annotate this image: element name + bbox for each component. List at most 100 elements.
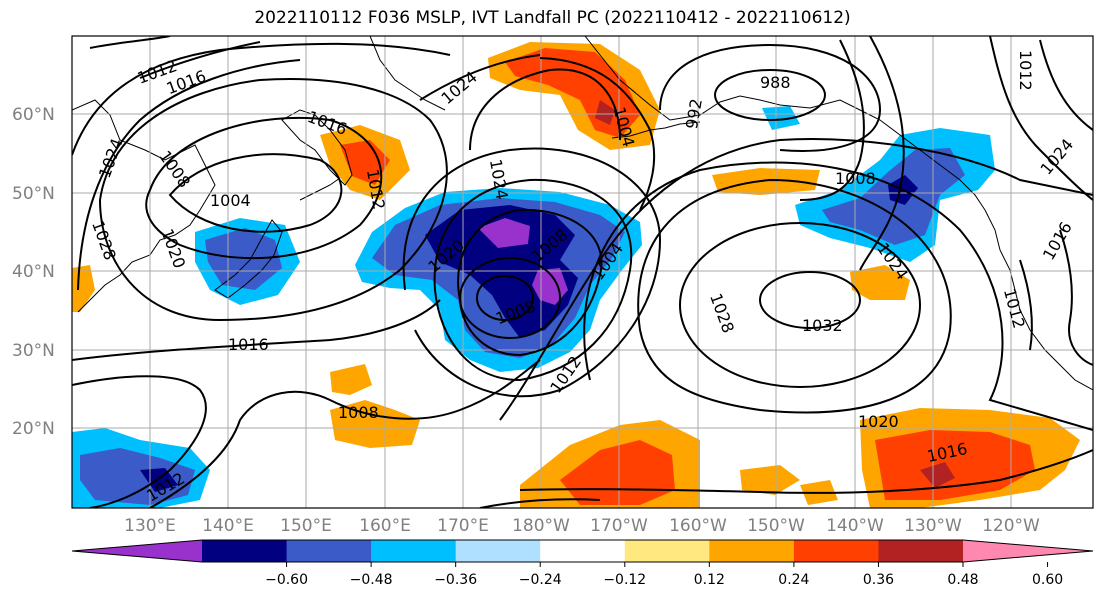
isobar-contour bbox=[499, 138, 1093, 421]
isobar-contour bbox=[77, 59, 301, 291]
colorbar-extend-high bbox=[963, 540, 1093, 562]
colorbar-extend-low bbox=[72, 540, 202, 562]
isobar-contour bbox=[1039, 39, 1093, 131]
isobar-contour bbox=[433, 178, 633, 382]
isobar-contour bbox=[145, 116, 383, 260]
ivt-field-negative bbox=[762, 106, 800, 130]
isobar-contour bbox=[479, 498, 601, 508]
colorbar-tick-label: −0.48 bbox=[350, 572, 393, 588]
map-panel bbox=[72, 36, 1093, 508]
isobar-contour bbox=[519, 449, 1093, 494]
colorbar-segment bbox=[540, 540, 626, 562]
colorbar-segment bbox=[455, 540, 541, 562]
isobar-contour bbox=[679, 222, 921, 388]
colorbar-segment bbox=[624, 540, 710, 562]
lon-label: 120°W bbox=[982, 516, 1040, 536]
lat-label: 20°N bbox=[12, 419, 55, 439]
ivt-field-positive bbox=[595, 100, 615, 125]
isobar-contour bbox=[1059, 229, 1093, 366]
colorbar-segment bbox=[793, 540, 879, 562]
lon-label: 170°E bbox=[437, 516, 489, 536]
colorbar-tick-label: 0.24 bbox=[778, 572, 809, 588]
isobar-contour bbox=[72, 42, 451, 156]
lon-label: 150°W bbox=[747, 516, 805, 536]
longitude-labels: 130°E 140°E 150°E 160°E 170°E 180°W 170°… bbox=[124, 516, 1040, 536]
isobar-label: 1016 bbox=[228, 335, 269, 354]
lat-label: 60°N bbox=[12, 105, 55, 125]
colorbar: −0.60 −0.48 −0.36 −0.24 −0.12 0.12 0.24 0.36 0.4… bbox=[71, 539, 1094, 588]
colorbar-segment bbox=[202, 540, 288, 562]
ivt-field-positive bbox=[850, 265, 910, 300]
colorbar-tick-label: −0.36 bbox=[434, 572, 477, 588]
isobar-contour bbox=[1019, 259, 1033, 351]
coastline-siberia bbox=[369, 36, 446, 111]
isobar-contour bbox=[139, 41, 261, 79]
lon-label: 170°W bbox=[590, 516, 648, 536]
isobar-contour bbox=[799, 39, 865, 201]
isobar-label: 1008 bbox=[835, 169, 876, 188]
lon-label: 160°E bbox=[359, 516, 411, 536]
mslp-isobars bbox=[72, 36, 1093, 508]
isobar-label: 988 bbox=[760, 73, 791, 92]
isobar-contour bbox=[72, 299, 441, 361]
isobar-contour bbox=[72, 375, 207, 508]
coastline-alaska bbox=[584, 36, 986, 211]
isobar-contour bbox=[859, 36, 905, 271]
ivt-field-positive bbox=[340, 140, 390, 185]
map-frame bbox=[71, 35, 1094, 509]
isobar-label: 1020 bbox=[858, 412, 899, 431]
isobar-label: 1012 bbox=[1016, 50, 1035, 91]
lon-label: 140°W bbox=[826, 516, 884, 536]
isobar-contour bbox=[539, 57, 656, 211]
isobar-contour bbox=[469, 68, 621, 151]
colorbar-segment bbox=[709, 540, 795, 562]
lon-label: 140°E bbox=[202, 516, 254, 536]
colorbar-tick-label: −0.12 bbox=[603, 572, 646, 588]
lon-label: 180°W bbox=[512, 516, 570, 536]
ivt-field-positive bbox=[330, 400, 420, 448]
coastline-japan bbox=[214, 219, 283, 299]
colorbar-tick-label: −0.24 bbox=[519, 572, 562, 588]
isobar-contour bbox=[759, 271, 861, 329]
latitude-labels: 60°N 50°N 40°N 30°N 20°N bbox=[12, 105, 55, 439]
ivt-field-negative bbox=[80, 448, 195, 505]
lon-label: 150°E bbox=[280, 516, 332, 536]
colorbar-tick-label: 0.60 bbox=[1032, 572, 1063, 588]
isobar-contour bbox=[659, 43, 882, 152]
lat-label: 40°N bbox=[12, 262, 55, 282]
coastlines bbox=[72, 36, 1093, 391]
isobar-contour bbox=[98, 78, 448, 322]
isobar-contour bbox=[168, 153, 343, 233]
isobar-label: 1032 bbox=[802, 316, 843, 335]
lon-label: 160°W bbox=[669, 516, 727, 536]
lat-label: 30°N bbox=[12, 341, 55, 361]
graticule bbox=[72, 36, 1093, 508]
colorbar-outline bbox=[71, 539, 1094, 563]
figure-title: 2022110112 F036 MSLP, IVT Landfall PC (2… bbox=[254, 8, 851, 28]
colorbar-segment bbox=[878, 540, 964, 562]
coastline-asia bbox=[72, 99, 216, 313]
colorbar-tick-label: −0.60 bbox=[265, 572, 308, 588]
isobar-contour bbox=[714, 69, 826, 121]
colorbar-tick-label: 0.48 bbox=[947, 572, 978, 588]
coastline-north-america bbox=[984, 209, 1093, 391]
isobar-contour bbox=[637, 178, 952, 414]
isobar-label: 1008 bbox=[338, 403, 379, 422]
isobar-contour bbox=[476, 275, 534, 321]
isobar-label: 1004 bbox=[210, 191, 251, 210]
lat-label: 50°N bbox=[12, 184, 55, 204]
isobar-contour bbox=[419, 54, 541, 101]
isobar-contour bbox=[989, 36, 1093, 201]
coastline-aleutians bbox=[611, 121, 701, 139]
lon-label: 130°W bbox=[904, 516, 962, 536]
isobar-contour bbox=[89, 36, 171, 49]
ivt-field-negative bbox=[478, 218, 530, 248]
colorbar-tick-label: 0.36 bbox=[863, 572, 894, 588]
isobar-contour bbox=[149, 359, 541, 508]
ivt-field-positive bbox=[920, 462, 955, 488]
isobar-contour bbox=[402, 147, 662, 398]
colorbar-segment bbox=[371, 540, 457, 562]
ivt-field-positive bbox=[712, 168, 820, 195]
lon-label: 130°E bbox=[124, 516, 176, 536]
